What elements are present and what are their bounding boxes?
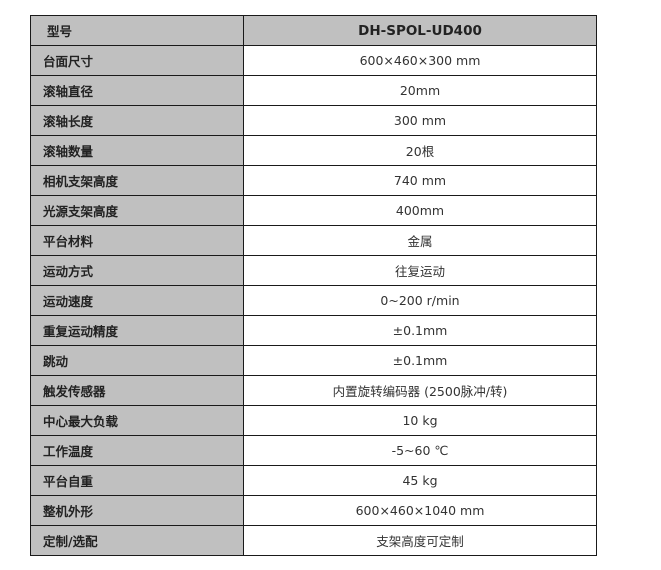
- spec-value: 支架高度可定制: [243, 525, 597, 556]
- spec-value: 10 kg: [243, 405, 597, 436]
- table-header-row: 型号 DH-SPOL-UD400: [30, 15, 597, 46]
- spec-label: 平台材料: [30, 225, 244, 256]
- model-value: DH-SPOL-UD400: [243, 15, 597, 46]
- table-row: 台面尺寸 600×460×300 mm: [30, 45, 597, 76]
- spec-value: 往复运动: [243, 255, 597, 286]
- spec-label: 台面尺寸: [30, 45, 244, 76]
- table-row: 整机外形 600×460×1040 mm: [30, 495, 597, 526]
- table-row: 定制/选配 支架高度可定制: [30, 525, 597, 556]
- spec-value: 300 mm: [243, 105, 597, 136]
- spec-label: 滚轴长度: [30, 105, 244, 136]
- spec-value: 0~200 r/min: [243, 285, 597, 316]
- table-row: 中心最大负载 10 kg: [30, 405, 597, 436]
- table-row: 重复运动精度 ±0.1mm: [30, 315, 597, 346]
- table-row: 滚轴直径 20mm: [30, 75, 597, 106]
- spec-label: 滚轴数量: [30, 135, 244, 166]
- table-row: 平台材料 金属: [30, 225, 597, 256]
- table-row: 工作温度 -5~60 ℃: [30, 435, 597, 466]
- table-row: 触发传感器 内置旋转编码器 (2500脉冲/转): [30, 375, 597, 406]
- spec-label: 定制/选配: [30, 525, 244, 556]
- table-row: 运动速度 0~200 r/min: [30, 285, 597, 316]
- spec-label: 滚轴直径: [30, 75, 244, 106]
- spec-value: -5~60 ℃: [243, 435, 597, 466]
- spec-label: 触发传感器: [30, 375, 244, 406]
- spec-label: 运动速度: [30, 285, 244, 316]
- spec-label: 跳动: [30, 345, 244, 376]
- spec-label: 中心最大负载: [30, 405, 244, 436]
- table-row: 运动方式 往复运动: [30, 255, 597, 286]
- table-row: 滚轴数量 20根: [30, 135, 597, 166]
- spec-value: 740 mm: [243, 165, 597, 196]
- spec-label: 工作温度: [30, 435, 244, 466]
- spec-value: 20根: [243, 135, 597, 166]
- spec-label: 整机外形: [30, 495, 244, 526]
- spec-label: 重复运动精度: [30, 315, 244, 346]
- spec-value: ±0.1mm: [243, 345, 597, 376]
- header-label: 型号: [30, 15, 244, 46]
- spec-value: 20mm: [243, 75, 597, 106]
- spec-value: 金属: [243, 225, 597, 256]
- spec-label: 相机支架高度: [30, 165, 244, 196]
- spec-value: ±0.1mm: [243, 315, 597, 346]
- spec-value: 45 kg: [243, 465, 597, 496]
- spec-label: 光源支架高度: [30, 195, 244, 226]
- spec-value: 内置旋转编码器 (2500脉冲/转): [243, 375, 597, 406]
- spec-value: 600×460×1040 mm: [243, 495, 597, 526]
- spec-value: 400mm: [243, 195, 597, 226]
- table-row: 跳动 ±0.1mm: [30, 345, 597, 376]
- table-row: 相机支架高度 740 mm: [30, 165, 597, 196]
- table-row: 滚轴长度 300 mm: [30, 105, 597, 136]
- table-row: 光源支架高度 400mm: [30, 195, 597, 226]
- spec-value: 600×460×300 mm: [243, 45, 597, 76]
- table-row: 平台自重 45 kg: [30, 465, 597, 496]
- spec-label: 运动方式: [30, 255, 244, 286]
- spec-table: 型号 DH-SPOL-UD400 台面尺寸 600×460×300 mm 滚轴直径 2…: [30, 15, 597, 556]
- spec-label: 平台自重: [30, 465, 244, 496]
